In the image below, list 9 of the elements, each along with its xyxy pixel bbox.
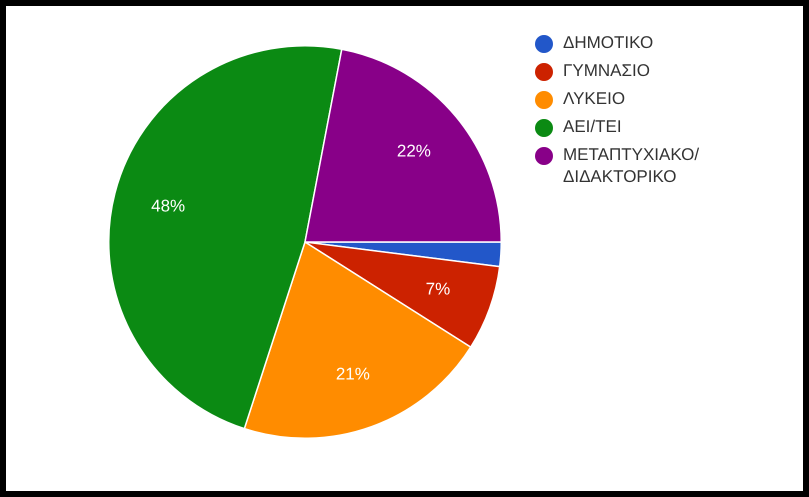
legend-label: ΑΕΙ/ΤΕΙ (563, 116, 623, 138)
legend-label: ΔΗΜΟΤΙΚΟ (563, 32, 654, 54)
data-label: 7% (426, 280, 450, 299)
data-label: 48% (151, 196, 186, 216)
data-label: 22% (396, 142, 431, 161)
legend-label: ΛΥΚΕΙΟ (563, 88, 626, 110)
data-label: 21% (336, 364, 370, 384)
legend-label: ΜΕΤΑΠΤΥΧΙΑΚΟ/ΔΙΔΑΚΤΟΡΙΚΟ (563, 144, 700, 188)
legend-label: ΓΥΜΝΑΣΙΟ (563, 60, 651, 82)
